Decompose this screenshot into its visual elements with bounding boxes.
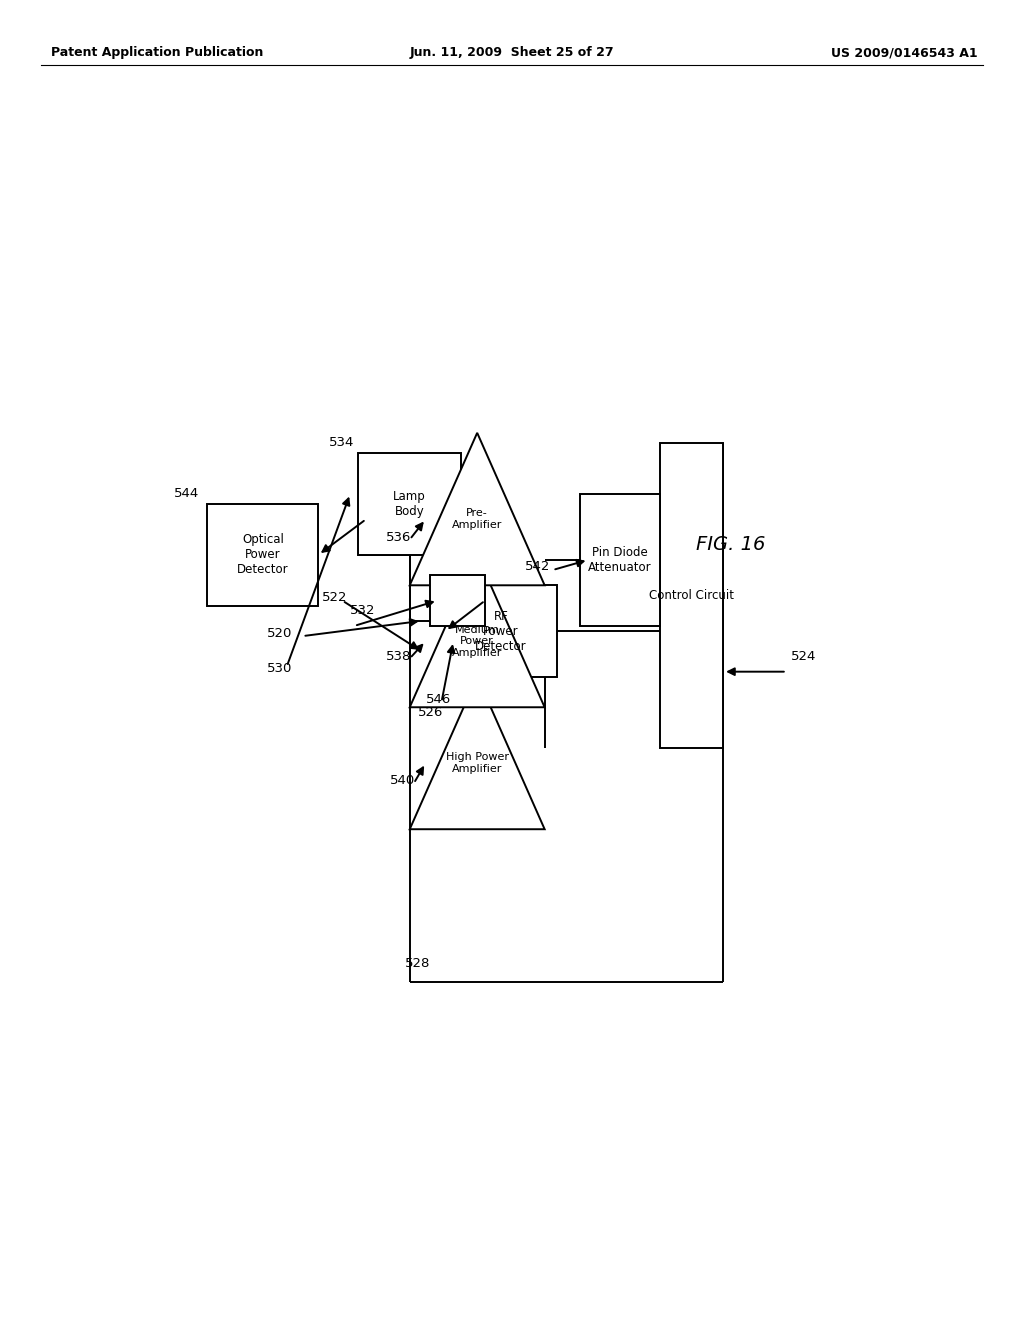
Polygon shape <box>410 554 545 708</box>
Polygon shape <box>410 433 545 585</box>
Text: FIG. 16: FIG. 16 <box>696 535 766 554</box>
Text: Patent Application Publication: Patent Application Publication <box>51 46 263 59</box>
Polygon shape <box>410 677 545 829</box>
Text: Control Circuit: Control Circuit <box>649 589 734 602</box>
FancyBboxPatch shape <box>430 576 485 626</box>
FancyBboxPatch shape <box>659 444 723 748</box>
Text: 542: 542 <box>524 561 550 573</box>
Text: 524: 524 <box>791 649 816 663</box>
FancyBboxPatch shape <box>358 453 461 554</box>
FancyBboxPatch shape <box>581 494 659 626</box>
Text: 528: 528 <box>404 957 430 970</box>
Text: 534: 534 <box>329 437 354 450</box>
Text: 532: 532 <box>350 605 376 618</box>
Text: 530: 530 <box>267 663 292 675</box>
Text: Optical
Power
Detector: Optical Power Detector <box>238 533 289 577</box>
Text: Medium
Power
Amplifier: Medium Power Amplifier <box>452 624 503 657</box>
Text: US 2009/0146543 A1: US 2009/0146543 A1 <box>831 46 978 59</box>
Text: 522: 522 <box>323 591 348 605</box>
Text: 526: 526 <box>418 706 443 719</box>
Text: Pre-
Amplifier: Pre- Amplifier <box>452 508 503 531</box>
FancyBboxPatch shape <box>207 504 318 606</box>
Text: Pin Diode
Attenuator: Pin Diode Attenuator <box>588 546 652 574</box>
Text: Lamp
Body: Lamp Body <box>393 490 426 517</box>
Text: RF
Power
Detector: RF Power Detector <box>475 610 526 652</box>
Text: 546: 546 <box>426 693 451 706</box>
Text: 544: 544 <box>174 487 200 500</box>
Text: 536: 536 <box>386 531 412 544</box>
Text: 540: 540 <box>390 774 415 787</box>
Text: Jun. 11, 2009  Sheet 25 of 27: Jun. 11, 2009 Sheet 25 of 27 <box>410 46 614 59</box>
FancyBboxPatch shape <box>445 585 557 677</box>
Text: 538: 538 <box>386 649 412 663</box>
Text: 520: 520 <box>267 627 292 640</box>
Text: High Power
Amplifier: High Power Amplifier <box>445 752 509 774</box>
